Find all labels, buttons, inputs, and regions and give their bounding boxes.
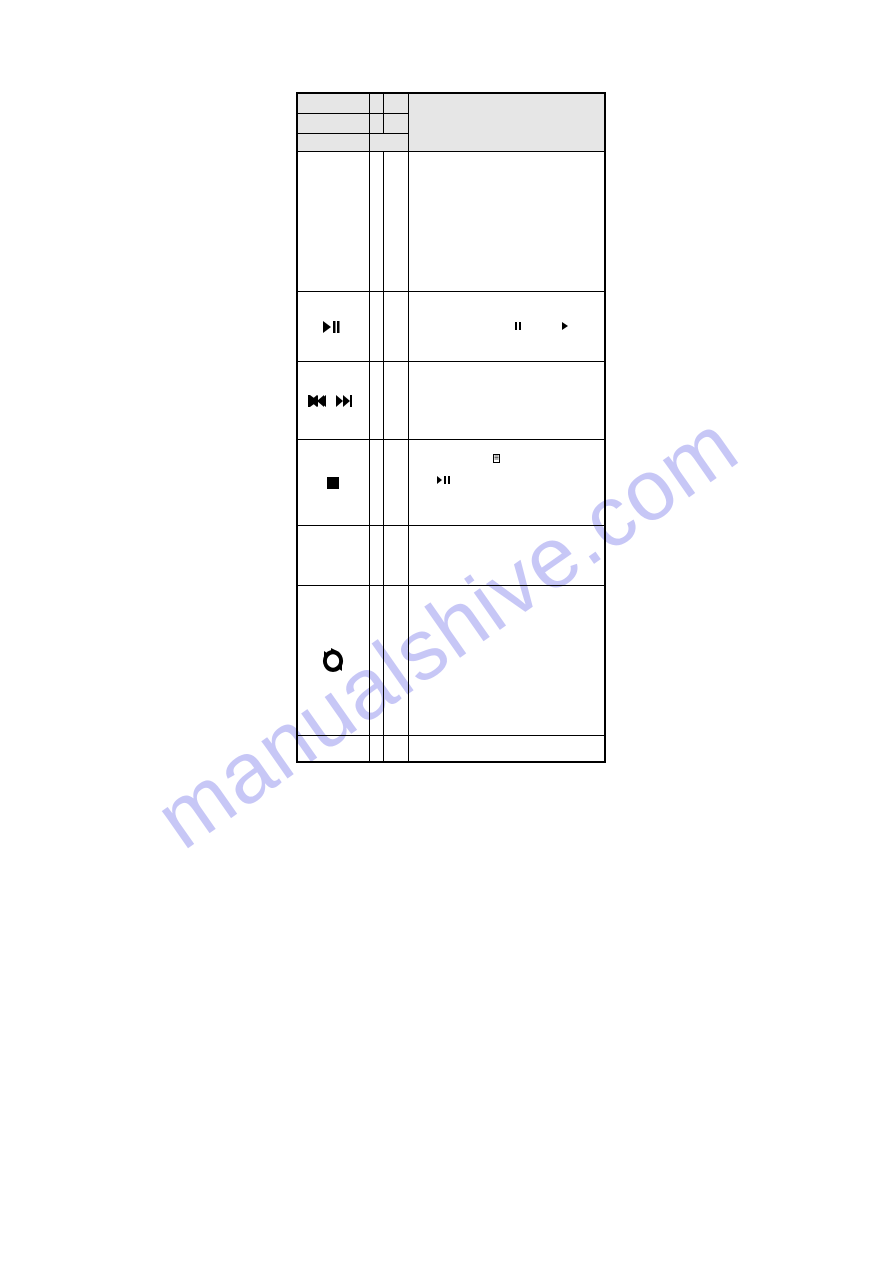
stop-icon [327,477,339,489]
row-icon-cell [298,526,370,586]
row-icon-cell [298,586,370,736]
row-narrow-cell [369,292,384,362]
stop-outline-small-icon [493,454,500,463]
row-narrow-cell [384,440,409,526]
table-row [298,292,605,362]
table-row [298,526,605,586]
table-row [298,736,605,762]
row-desc-cell [408,292,604,362]
row-narrow-cell [384,736,409,762]
row-icon-cell [298,292,370,362]
row-narrow-cell [384,526,409,586]
row-narrow-cell [369,736,384,762]
row-icon-cell [298,440,370,526]
hdr-cell [298,94,370,114]
row-desc-cell [408,440,604,526]
hdr-cell [369,94,384,114]
row-narrow-cell [369,440,384,526]
table-header-row-1 [298,94,605,114]
row-desc-cell [408,736,604,762]
hdr-cell [384,114,409,134]
row-narrow-cell [384,292,409,362]
row-icon-cell [298,152,370,292]
hdr-cell [298,114,370,134]
row-narrow-cell [369,586,384,736]
row-narrow-cell [384,586,409,736]
row-narrow-cell [384,152,409,292]
table-row [298,152,605,292]
play-small-icon [562,322,568,330]
hdr-cell [384,94,409,114]
play-pause-mini-icon [437,476,451,484]
row-desc-cell [408,526,604,586]
pause-small-icon [515,322,521,330]
row-narrow-cell [369,152,384,292]
row-desc-cell [408,362,604,440]
hdr-cell [369,134,408,152]
hdr-cell [369,114,384,134]
table-row [298,362,605,440]
hdr-cell [408,94,604,152]
repeat-icon [322,648,344,674]
row-desc-cell [408,586,604,736]
row-icon-cell [298,362,370,440]
table-row [298,586,605,736]
row-desc-cell [408,152,604,292]
row-icon-cell [298,736,370,762]
row-narrow-cell [369,362,384,440]
play-pause-icon [323,321,343,333]
row-narrow-cell [369,526,384,586]
hdr-cell [298,134,370,152]
row-narrow-cell [384,362,409,440]
prev-next-icon [308,395,358,407]
table-row [298,440,605,526]
controls-table [296,92,606,763]
